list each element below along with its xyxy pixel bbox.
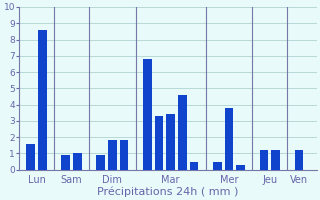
- Bar: [143, 59, 152, 170]
- Bar: [225, 108, 233, 170]
- Bar: [271, 150, 280, 170]
- Bar: [38, 30, 47, 170]
- Bar: [213, 162, 222, 170]
- Bar: [260, 150, 268, 170]
- Bar: [108, 140, 117, 170]
- Bar: [178, 95, 187, 170]
- Bar: [236, 165, 245, 170]
- Bar: [155, 116, 164, 170]
- Bar: [96, 155, 105, 170]
- Bar: [73, 153, 82, 170]
- Bar: [190, 162, 198, 170]
- Bar: [295, 150, 303, 170]
- Bar: [166, 114, 175, 170]
- X-axis label: Précipitations 24h ( mm ): Précipitations 24h ( mm ): [97, 186, 238, 197]
- Bar: [61, 155, 70, 170]
- Bar: [120, 140, 128, 170]
- Bar: [27, 144, 35, 170]
